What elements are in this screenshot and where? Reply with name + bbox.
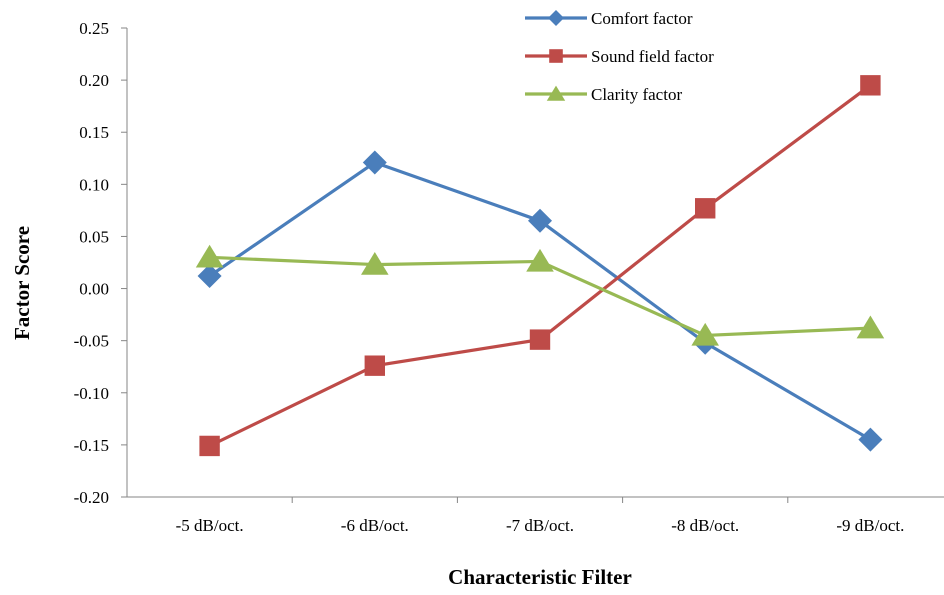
clarity-factor-point — [361, 251, 389, 275]
y-axis-title: Factor Score — [10, 226, 34, 340]
sound-field-factor-point — [199, 435, 220, 457]
legend-label: Clarity factor — [591, 85, 682, 104]
y-tick-label: 0.20 — [79, 71, 109, 90]
legend-label: Sound field factor — [591, 47, 714, 66]
y-tick-label: 0.00 — [79, 280, 109, 299]
x-tick-label: -5 dB/oct. — [176, 516, 244, 535]
legend-item-sound-field-factor: Sound field factor — [525, 47, 714, 66]
legend-marker — [549, 49, 563, 63]
comfort-factor-point — [362, 150, 387, 175]
series-clarity-factor — [195, 244, 885, 346]
comfort-factor-point — [197, 264, 222, 289]
clarity-factor-point — [691, 322, 719, 346]
comfort-factor-point — [528, 208, 552, 233]
sound-field-factor-point — [695, 198, 716, 219]
sound-field-factor-point — [364, 355, 385, 376]
legend-marker — [546, 85, 566, 101]
legend-item-clarity-factor: Clarity factor — [525, 85, 682, 104]
clarity-factor-point — [526, 248, 554, 272]
y-tick-label: 0.10 — [79, 175, 109, 194]
x-tick-label: -8 dB/oct. — [671, 516, 739, 535]
y-tick-label: -0.20 — [74, 488, 109, 507]
x-axis-title: Characteristic Filter — [448, 565, 632, 589]
y-tick-label: 0.15 — [79, 123, 109, 142]
legend: Comfort factor Sound field factor Clarity … — [525, 9, 714, 104]
sound-field-factor-point — [860, 75, 881, 96]
clarity-factor-point — [856, 315, 885, 339]
y-tick-label: -0.15 — [74, 436, 109, 455]
axes-layer: -0.20 -0.15 -0.10 -0.05 0.00 0.05 0.10 0.15 0.20… — [74, 19, 944, 535]
sound-field-factor-point — [529, 329, 551, 350]
series-comfort-factor — [197, 150, 883, 452]
y-tick-label: -0.05 — [74, 332, 109, 351]
clarity-factor-point — [195, 244, 224, 268]
y-tick-label: -0.10 — [74, 384, 109, 403]
x-tick-label: -9 dB/oct. — [836, 516, 904, 535]
y-tick-label: 0.25 — [79, 19, 109, 38]
x-tick-label: -6 dB/oct. — [341, 516, 409, 535]
x-tick-label: -7 dB/oct. — [506, 516, 574, 535]
legend-item-comfort-factor: Comfort factor — [525, 9, 693, 28]
legend-label: Comfort factor — [591, 9, 693, 28]
comfort-factor-point — [858, 427, 883, 452]
series-sound-field-factor — [199, 75, 881, 457]
series-layer — [195, 75, 885, 457]
y-tick-label: 0.05 — [79, 227, 109, 246]
legend-marker — [548, 10, 564, 26]
